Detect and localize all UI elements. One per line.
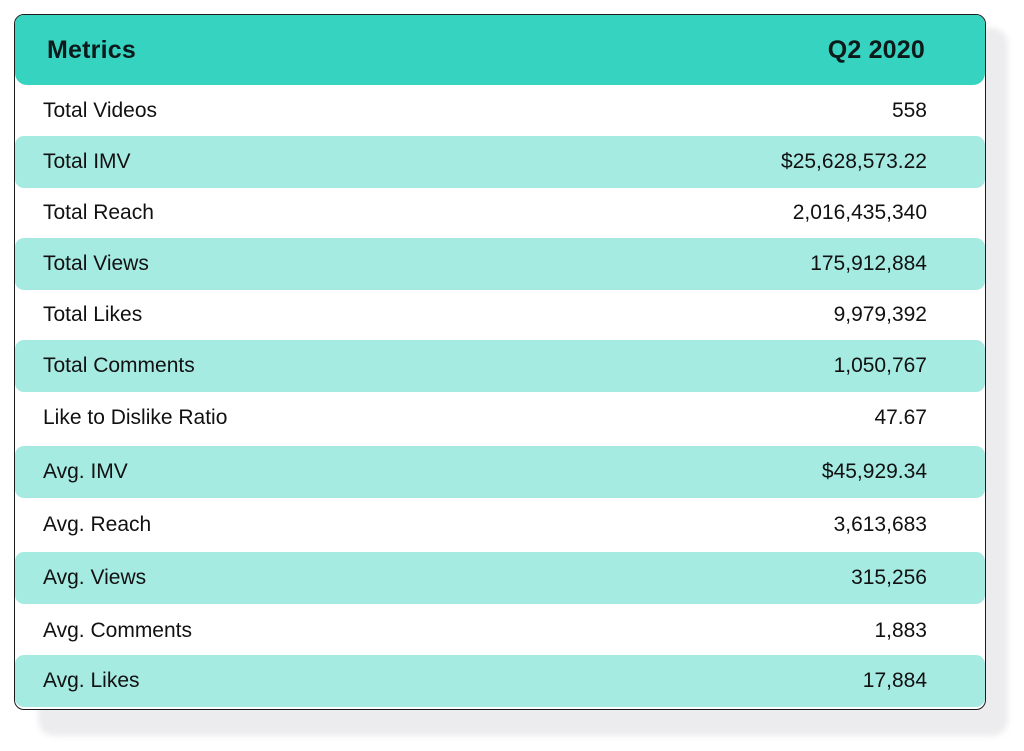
row-value: 558 (891, 99, 927, 122)
row-value: 2,016,435,340 (792, 201, 927, 224)
table-row: Like to Dislike Ratio 47.67 (15, 392, 985, 444)
table-row: Total Comments 1,050,767 (15, 340, 985, 392)
row-value: 1,050,767 (833, 354, 927, 377)
table-row: Total Likes 9,979,392 (15, 289, 985, 341)
row-value: $25,628,573.22 (781, 150, 927, 173)
table-row: Total Reach 2,016,435,340 (15, 187, 985, 239)
table-row: Total Views 175,912,884 (15, 238, 985, 290)
row-label: Total Videos (43, 99, 158, 122)
row-value: $45,929.34 (821, 460, 927, 483)
row-label: Avg. Reach (43, 513, 152, 536)
row-label: Like to Dislike Ratio (43, 406, 228, 429)
table-row: Total Videos 558 (15, 85, 985, 137)
row-value: 175,912,884 (810, 252, 927, 275)
row-value: 315,256 (851, 566, 927, 589)
row-label: Avg. Likes (43, 669, 140, 692)
row-label: Total Reach (43, 201, 154, 224)
row-value: 1,883 (874, 619, 927, 642)
table-row: Avg. IMV $45,929.34 (15, 446, 985, 498)
row-label: Total Views (43, 252, 149, 275)
table-row: Avg. Views 315,256 (15, 552, 985, 604)
header-period-label: Q2 2020 (827, 35, 925, 64)
row-value: 47.67 (874, 406, 927, 429)
table-row: Avg. Likes 17,884 (15, 655, 985, 707)
table-body: Total Videos 558 Total IMV $25,628,573.2… (15, 85, 985, 709)
metrics-table: Metrics Q2 2020 Total Videos 558 Total I… (14, 14, 986, 710)
row-label: Avg. Comments (43, 619, 192, 642)
table-row: Avg. Comments 1,883 (15, 605, 985, 657)
row-label: Avg. Views (43, 566, 147, 589)
row-value: 17,884 (862, 669, 927, 692)
header-metrics-label: Metrics (47, 35, 136, 64)
row-value: 3,613,683 (833, 513, 927, 536)
row-label: Total IMV (43, 150, 131, 173)
row-label: Avg. IMV (43, 460, 128, 483)
row-label: Total Likes (43, 303, 143, 326)
row-label: Total Comments (43, 354, 195, 377)
table-row: Avg. Reach 3,613,683 (15, 499, 985, 551)
row-value: 9,979,392 (833, 303, 927, 326)
table-row: Total IMV $25,628,573.22 (15, 136, 985, 188)
table-header: Metrics Q2 2020 (15, 15, 985, 85)
